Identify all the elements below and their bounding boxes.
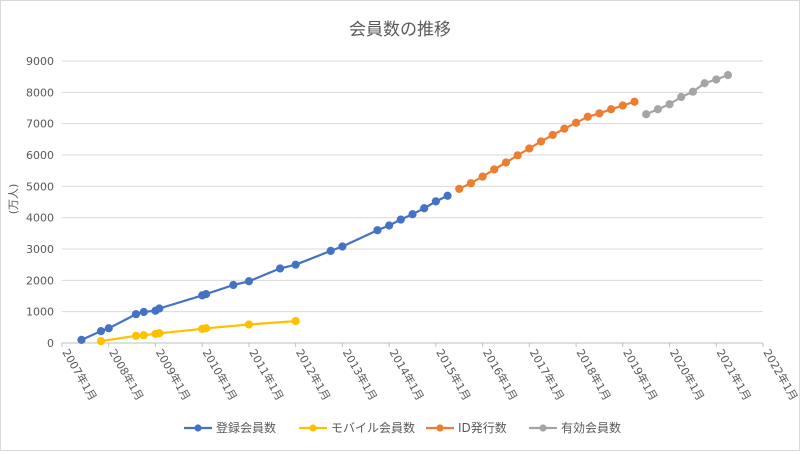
x-tick-label: 2011年1月 bbox=[246, 347, 287, 403]
legend-marker bbox=[194, 424, 202, 432]
data-point bbox=[139, 331, 148, 340]
y-tick-label: 0 bbox=[47, 337, 54, 350]
y-tick-label: 5000 bbox=[26, 180, 54, 193]
x-tick-label: 2014年1月 bbox=[387, 347, 428, 403]
gridlines bbox=[62, 60, 763, 344]
x-tick-label: 2020年1月 bbox=[667, 347, 708, 403]
data-point bbox=[131, 310, 141, 319]
series-group bbox=[77, 71, 733, 346]
data-point bbox=[104, 324, 113, 333]
data-point bbox=[653, 105, 662, 114]
data-point bbox=[723, 71, 733, 80]
x-tick-label: 2007年1月 bbox=[59, 347, 100, 403]
data-point bbox=[677, 92, 686, 102]
series-line bbox=[458, 100, 635, 190]
data-point bbox=[139, 307, 148, 317]
data-point bbox=[571, 118, 581, 127]
data-point bbox=[583, 112, 592, 121]
x-tick-label: 2017年1月 bbox=[527, 347, 568, 403]
data-point bbox=[155, 329, 164, 338]
data-point bbox=[607, 105, 616, 114]
data-point bbox=[77, 335, 86, 344]
data-point bbox=[490, 165, 499, 174]
data-point bbox=[244, 320, 254, 329]
x-tick-label: 2008年1月 bbox=[106, 347, 147, 403]
x-tick-label: 2016年1月 bbox=[480, 347, 521, 403]
x-tick-label: 2018年1月 bbox=[573, 347, 614, 403]
y-tick-label: 4000 bbox=[26, 212, 54, 225]
y-tick-label: 9000 bbox=[26, 55, 54, 68]
data-point bbox=[513, 151, 522, 160]
data-point bbox=[466, 179, 476, 188]
data-point bbox=[478, 172, 487, 181]
data-point bbox=[201, 290, 211, 299]
legend-label: 有効会員数 bbox=[561, 420, 621, 435]
data-point bbox=[665, 100, 674, 109]
data-point bbox=[229, 280, 238, 290]
y-tick-label: 6000 bbox=[26, 149, 54, 162]
data-point bbox=[688, 87, 698, 96]
y-tick-label: 8000 bbox=[26, 86, 54, 99]
data-point bbox=[326, 246, 335, 255]
legend-marker bbox=[309, 424, 317, 432]
data-point bbox=[408, 210, 417, 219]
data-point bbox=[548, 130, 557, 140]
data-point bbox=[96, 337, 106, 346]
y-tick-label: 3000 bbox=[26, 243, 54, 256]
data-point bbox=[642, 110, 651, 119]
data-point bbox=[291, 316, 300, 326]
data-point bbox=[536, 137, 546, 146]
data-point bbox=[291, 260, 300, 269]
x-tick-label: 2012年1月 bbox=[293, 347, 334, 403]
legend-label: ID発行数 bbox=[458, 420, 507, 435]
legend-marker bbox=[436, 424, 444, 432]
y-axis-label: (万人) bbox=[7, 184, 20, 215]
data-point bbox=[618, 101, 627, 110]
data-point bbox=[201, 324, 211, 333]
data-point bbox=[155, 304, 164, 313]
data-point bbox=[630, 97, 639, 106]
y-tick-label: 7000 bbox=[26, 118, 54, 131]
data-point bbox=[501, 158, 511, 167]
data-point bbox=[385, 221, 394, 230]
data-point bbox=[373, 226, 382, 235]
data-point bbox=[455, 184, 464, 193]
data-point bbox=[443, 191, 452, 200]
data-point bbox=[96, 326, 106, 336]
x-tick-label: 2013年1月 bbox=[340, 347, 381, 403]
y-tick-label: 1000 bbox=[26, 306, 54, 319]
x-tick-label: 2021年1月 bbox=[714, 347, 755, 403]
legend-label: モバイル会員数 bbox=[331, 420, 415, 435]
data-point bbox=[396, 215, 405, 224]
x-tick-label: 2019年1月 bbox=[620, 347, 661, 403]
series-line bbox=[100, 320, 296, 343]
data-point bbox=[431, 197, 440, 206]
x-tick-label: 2009年1月 bbox=[153, 347, 194, 403]
data-point bbox=[595, 109, 604, 118]
legend-marker bbox=[539, 424, 547, 432]
data-point bbox=[420, 204, 429, 213]
data-point bbox=[700, 79, 709, 88]
data-point bbox=[275, 264, 285, 273]
y-tick-label: 2000 bbox=[26, 274, 54, 287]
chart-title: 会員数の推移 bbox=[349, 20, 451, 40]
x-axis-ticks: 2007年1月 2008年1月 2009年1月 2010年1月 2011年1月 2012年… bbox=[59, 343, 800, 403]
data-point bbox=[560, 124, 569, 133]
data-point bbox=[131, 331, 141, 340]
data-point bbox=[338, 242, 347, 251]
x-tick-label: 2010年1月 bbox=[200, 347, 241, 403]
legend-label: 登録会員数 bbox=[216, 420, 276, 435]
x-tick-label: 2022年1月 bbox=[760, 347, 799, 403]
x-tick-label: 2015年1月 bbox=[433, 347, 474, 403]
data-point bbox=[244, 277, 254, 286]
data-point bbox=[712, 75, 721, 84]
data-point bbox=[525, 144, 534, 153]
y-axis-ticks: 0 1000 2000 3000 4000 5000 6000 7000 8000 9000 bbox=[26, 55, 54, 350]
legend: 登録会員数 モバイル会員数 ID発行数 有効会員数 bbox=[184, 420, 621, 435]
